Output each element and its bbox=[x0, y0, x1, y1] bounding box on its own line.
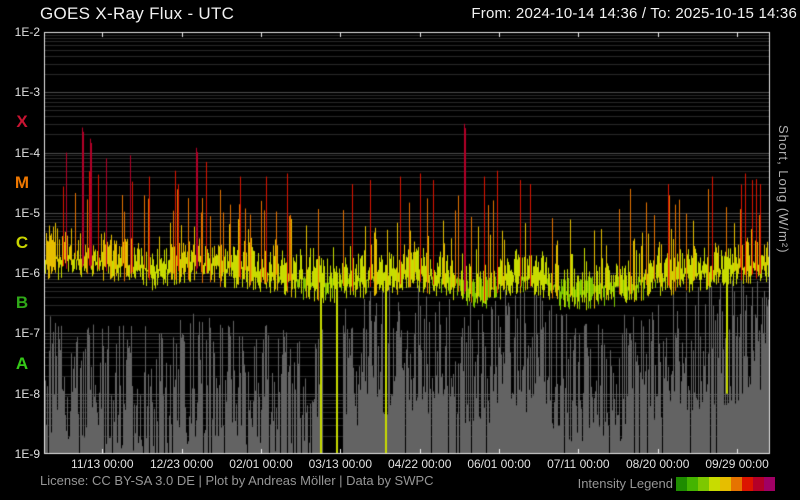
legend-color-block bbox=[676, 476, 687, 491]
x-tick-label: 11/13 00:00 bbox=[71, 457, 134, 471]
x-tick-label: 08/20 00:00 bbox=[626, 457, 690, 471]
y-tick-label: 1E-8 bbox=[14, 386, 40, 401]
page-title: GOES X-Ray Flux - UTC bbox=[40, 4, 235, 23]
legend-color-block bbox=[720, 476, 731, 491]
y-tick-label: 1E-2 bbox=[14, 25, 40, 39]
y-tick-label: 1E-7 bbox=[14, 326, 40, 341]
y-tick-label: 1E-4 bbox=[14, 145, 40, 160]
class-letter-C: C bbox=[15, 233, 29, 253]
y-tick-label: 1E-6 bbox=[14, 266, 40, 281]
intensity-legend: Intensity Legend bbox=[578, 476, 775, 491]
right-axis-label: Short, Long (W/m²) bbox=[776, 125, 791, 254]
x-tick-label: 03/13 00:00 bbox=[308, 457, 373, 471]
class-letter-A: A bbox=[15, 353, 29, 373]
x-tick-label: 04/22 00:00 bbox=[387, 457, 452, 471]
class-letter-M: M bbox=[14, 172, 30, 192]
class-letter-B: B bbox=[15, 293, 29, 313]
legend-color-block bbox=[687, 476, 698, 491]
time-range-label: From: 2024-10-14 14:36 / To: 2025-10-15 … bbox=[471, 5, 797, 22]
class-letter-X: X bbox=[16, 112, 28, 132]
legend-color-block bbox=[753, 476, 764, 491]
y-tick-label: 1E-5 bbox=[14, 205, 40, 220]
intensity-legend-label: Intensity Legend bbox=[577, 476, 673, 491]
legend-color-block bbox=[709, 476, 720, 491]
legend-color-block bbox=[731, 476, 742, 491]
license-text: License: CC BY-SA 3.0 DE | Plot by Andre… bbox=[40, 473, 434, 488]
x-tick-label: 12/23 00:00 bbox=[149, 457, 214, 471]
legend-color-block bbox=[764, 476, 775, 491]
legend-color-block bbox=[698, 476, 709, 491]
intensity-legend-colorbar bbox=[676, 476, 775, 491]
legend-color-block bbox=[742, 476, 753, 491]
x-tick-label: 09/29 00:00 bbox=[705, 457, 769, 471]
y-tick-label: 1E-3 bbox=[14, 85, 40, 100]
x-tick-label: 07/11 00:00 bbox=[547, 457, 610, 471]
x-tick-label: 06/01 00:00 bbox=[467, 457, 531, 471]
y-tick-label: 1E-9 bbox=[14, 447, 40, 461]
x-tick-label: 02/01 00:00 bbox=[229, 457, 293, 471]
